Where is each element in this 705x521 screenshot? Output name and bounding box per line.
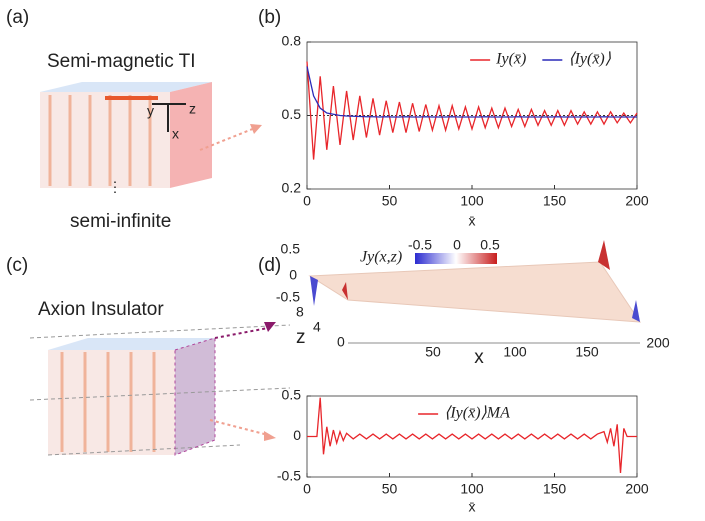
- x-tick-label: 0: [303, 481, 311, 497]
- x-tick-label: 50: [382, 481, 398, 497]
- axis-letter: z: [189, 101, 196, 117]
- x-tick-label: 150: [575, 344, 599, 360]
- y-axis-label: z: [296, 327, 306, 348]
- panel-label: (a): [6, 7, 29, 28]
- y-tick-label: 4: [313, 319, 321, 335]
- x-axis-label: x̄: [469, 499, 476, 515]
- x-tick-label: 200: [646, 335, 670, 351]
- surface-title: Jy(x,z): [360, 249, 402, 266]
- colorbar-label: 0.5: [480, 237, 500, 253]
- data-line: [306, 61, 638, 160]
- axis-letter: y: [147, 103, 154, 119]
- data-line: [307, 397, 637, 473]
- slab-diagram: [40, 82, 262, 188]
- legend-label: ⟨Iy(x̄)⟩MA: [444, 405, 510, 422]
- x-axis-label: x̄: [469, 213, 476, 229]
- z-tick-label: 0: [289, 267, 297, 283]
- panel-title: Axion Insulator: [38, 299, 164, 320]
- x-tick-label: 150: [543, 193, 567, 209]
- x-tick-label: 100: [503, 344, 527, 360]
- z-tick-label: 0.5: [281, 241, 301, 257]
- panel-title: Semi-magnetic TI: [47, 51, 196, 72]
- x-tick-label: 50: [382, 193, 398, 209]
- data-line: [306, 66, 637, 118]
- panel-label: (c): [6, 255, 28, 276]
- axis-letter: x: [172, 126, 179, 142]
- surface-plot: [308, 240, 641, 344]
- colorbar-label: -0.5: [408, 237, 432, 253]
- y-tick-label: 0: [337, 334, 345, 350]
- panel-label: (d): [258, 255, 281, 276]
- y-tick-label: 0.5: [282, 387, 302, 403]
- y-tick-label: 0: [293, 427, 301, 443]
- y-tick-label: 8: [296, 304, 304, 320]
- ellipsis: ⋮: [108, 179, 122, 195]
- x-tick-label: 150: [543, 481, 567, 497]
- x-tick-label: 200: [625, 193, 649, 209]
- x-tick-label: 100: [460, 481, 484, 497]
- slab-diagram: [29, 322, 291, 456]
- x-axis-label: x: [474, 347, 484, 368]
- caption: semi-infinite: [70, 211, 171, 232]
- x-tick-label: 50: [425, 344, 441, 360]
- y-tick-label: 0.8: [282, 33, 302, 49]
- x-tick-label: 0: [303, 193, 311, 209]
- z-tick-label: -0.5: [276, 289, 300, 305]
- legend-label: Iy(x̄): [495, 51, 526, 68]
- y-tick-label: 0.5: [282, 106, 302, 122]
- y-tick-label: 0.2: [282, 180, 302, 196]
- x-tick-label: 100: [460, 193, 484, 209]
- y-tick-label: -0.5: [277, 468, 301, 484]
- legend-label: ⟨Iy(x̄)⟩: [568, 51, 611, 68]
- colorbar-label: 0: [453, 237, 461, 253]
- x-tick-label: 200: [625, 481, 649, 497]
- panel-label: (b): [258, 7, 281, 28]
